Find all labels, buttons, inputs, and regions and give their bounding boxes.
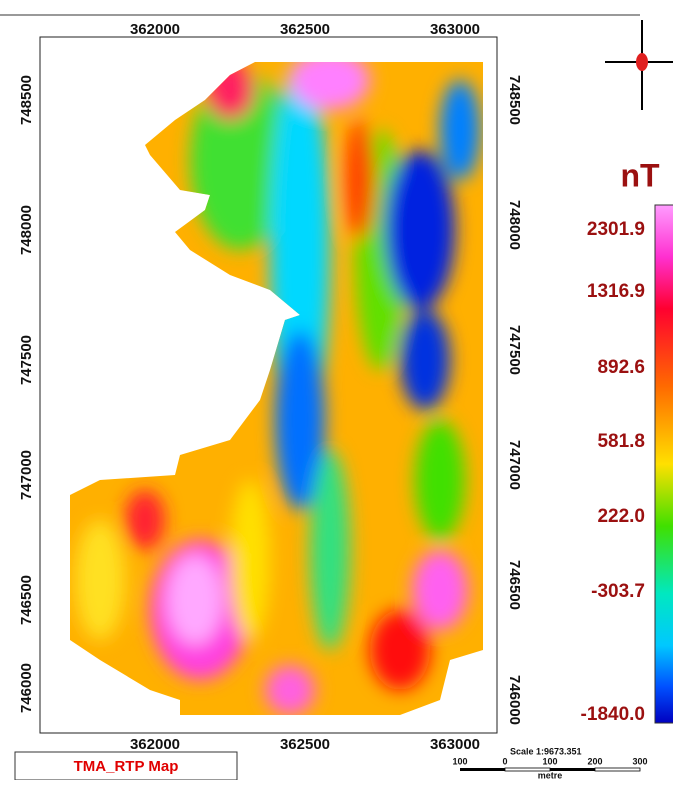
y-label: 748000 <box>506 200 523 250</box>
color-bar <box>655 205 673 723</box>
legend-label: 1316.9 <box>587 281 645 302</box>
legend-label: -303.7 <box>591 581 645 602</box>
scale-ticks: 100 0 100 200 300 <box>452 756 647 766</box>
legend-label: 892.6 <box>597 357 645 378</box>
scale-tick: 0 <box>502 756 507 766</box>
y-label: 747000 <box>506 440 523 490</box>
x-label: 363000 <box>430 21 480 38</box>
legend-label: 222.0 <box>597 506 645 527</box>
y-label: 747500 <box>506 325 523 375</box>
map-page: 362000 362500 363000 362000 362500 36300… <box>0 0 673 780</box>
y-label: 748000 <box>18 205 35 255</box>
legend-unit: nT <box>620 157 660 193</box>
y-label: 747500 <box>18 335 35 385</box>
y-label: 747000 <box>18 450 35 500</box>
x-label: 363000 <box>430 736 480 753</box>
scale-tick: 100 <box>542 756 557 766</box>
map-title: TMA_RTP Map <box>74 758 179 775</box>
x-label: 362000 <box>130 21 180 38</box>
y-label: 746000 <box>506 675 523 725</box>
anomaly-map <box>60 50 490 725</box>
legend-labels: 2301.9 1316.9 892.6 581.8 222.0 -303.7 -1840.0 <box>581 219 645 725</box>
legend-label: -1840.0 <box>581 704 645 725</box>
scale-tick: 200 <box>587 756 602 766</box>
x-label: 362500 <box>280 736 330 753</box>
y-label: 746000 <box>18 663 35 713</box>
y-label: 748500 <box>18 75 35 125</box>
y-label: 746500 <box>18 575 35 625</box>
legend-label: 2301.9 <box>587 219 645 240</box>
scale-tick: 300 <box>632 756 647 766</box>
legend-label: 581.8 <box>597 431 645 452</box>
y-label: 746500 <box>506 560 523 610</box>
x-label: 362500 <box>280 21 330 38</box>
scale-tick: 100 <box>452 756 467 766</box>
y-label: 748500 <box>506 75 523 125</box>
x-label: 362000 <box>130 736 180 753</box>
scale-unit: metre <box>538 770 563 780</box>
scale-text: Scale 1:9673.351 <box>510 746 582 756</box>
north-arrow <box>605 20 673 110</box>
